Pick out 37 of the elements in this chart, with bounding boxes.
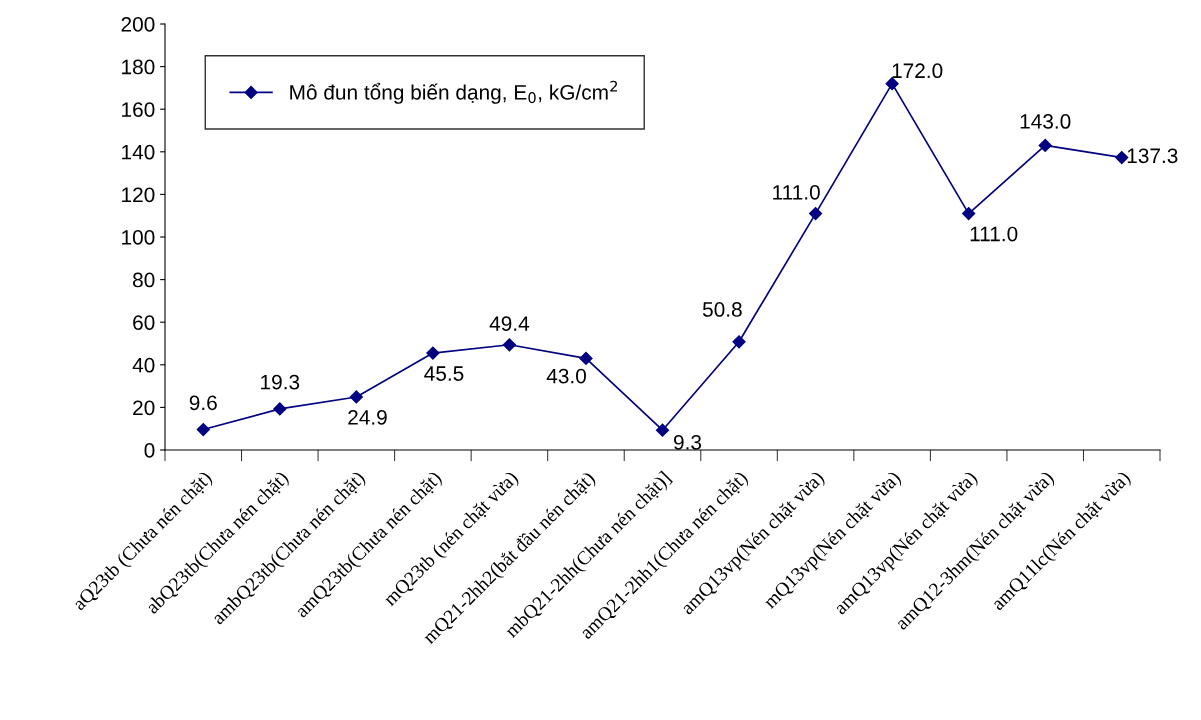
data-label: 111.0	[970, 226, 1018, 242]
point	[1038, 138, 1052, 152]
data-label: 143.0	[1020, 114, 1071, 129]
y-tick-label: 0	[144, 443, 155, 458]
point	[196, 422, 210, 437]
data-label: 49.4	[489, 316, 530, 331]
point	[655, 423, 670, 437]
y-tick-label: 40	[132, 357, 155, 373]
point	[502, 338, 517, 352]
data-label: 137.3	[1127, 148, 1178, 164]
data-label: 50.8	[702, 302, 742, 317]
data-label: 111.0	[773, 184, 820, 200]
point	[579, 351, 593, 365]
y-tick-label: 140	[122, 144, 155, 160]
data-label: 45.5	[424, 366, 464, 381]
y-tick-label: 20	[133, 400, 155, 416]
point	[349, 390, 363, 404]
y-tick-label: 180	[122, 59, 155, 75]
data-label: 24.9	[348, 410, 387, 425]
point	[426, 346, 440, 360]
data-label: 43.0	[546, 368, 586, 384]
data-label: 9.3	[674, 434, 702, 450]
data-label: 19.3	[261, 374, 300, 390]
data-label: 172.0	[892, 63, 943, 79]
data-label: 9.6	[189, 395, 217, 411]
point	[732, 335, 746, 349]
point	[808, 206, 823, 221]
point	[885, 77, 899, 91]
y-tick-label: 120	[122, 187, 155, 203]
y-tick-label: 80	[133, 272, 155, 288]
y-tick-label: 60	[133, 315, 155, 330]
point	[962, 206, 976, 221]
y-tick-label: 160	[122, 102, 155, 117]
legend-label: Mô đun tổng biến dạng, E$_{0}$, kG/cm$^{2}$	[290, 80, 618, 104]
y-tick-label: 100	[122, 230, 155, 245]
y-tick-label: 200	[121, 17, 155, 32]
point	[273, 402, 287, 416]
